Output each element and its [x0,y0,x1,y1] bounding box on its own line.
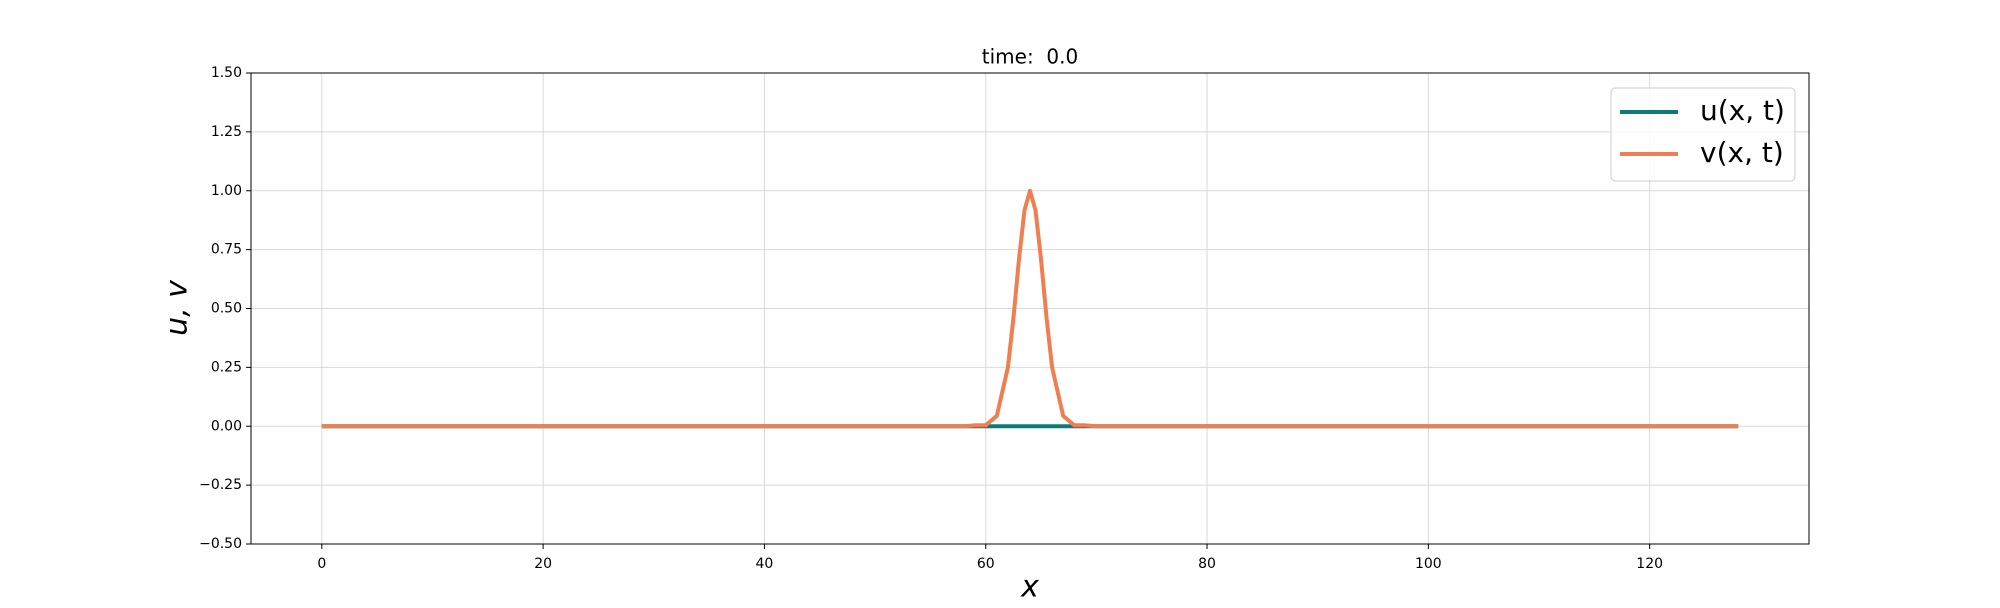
x-tick-label: 40 [756,556,774,572]
y-tick-label: 0.50 [211,301,242,317]
y-tick-label: −0.25 [199,477,242,493]
y-axis-label: u, v [160,279,195,336]
legend-label: u(x, t) [1700,94,1785,127]
y-tick-label: 1.00 [211,183,242,199]
y-tick-label: −0.50 [199,536,242,552]
y-tick-label: 0.25 [211,359,242,375]
x-axis-label: x [1020,570,1039,605]
x-tick-label: 100 [1415,556,1442,572]
x-tick-label: 20 [534,556,552,572]
data-line [321,188,1739,429]
y-tick-label: 1.50 [211,65,242,81]
y-tick-label: 0.75 [211,242,242,258]
plot-frame [250,72,1810,545]
x-tick-label: 80 [1198,556,1216,572]
x-tick-label: 60 [977,556,995,572]
chart-title: time: 0.0 [982,45,1078,69]
y-tick-label: 1.25 [211,124,242,140]
x-tick-label: 120 [1636,556,1663,572]
legend-label: v(x, t) [1700,136,1784,169]
x-tick-label: 0 [317,556,326,572]
y-tick-label: 0.00 [211,418,242,434]
